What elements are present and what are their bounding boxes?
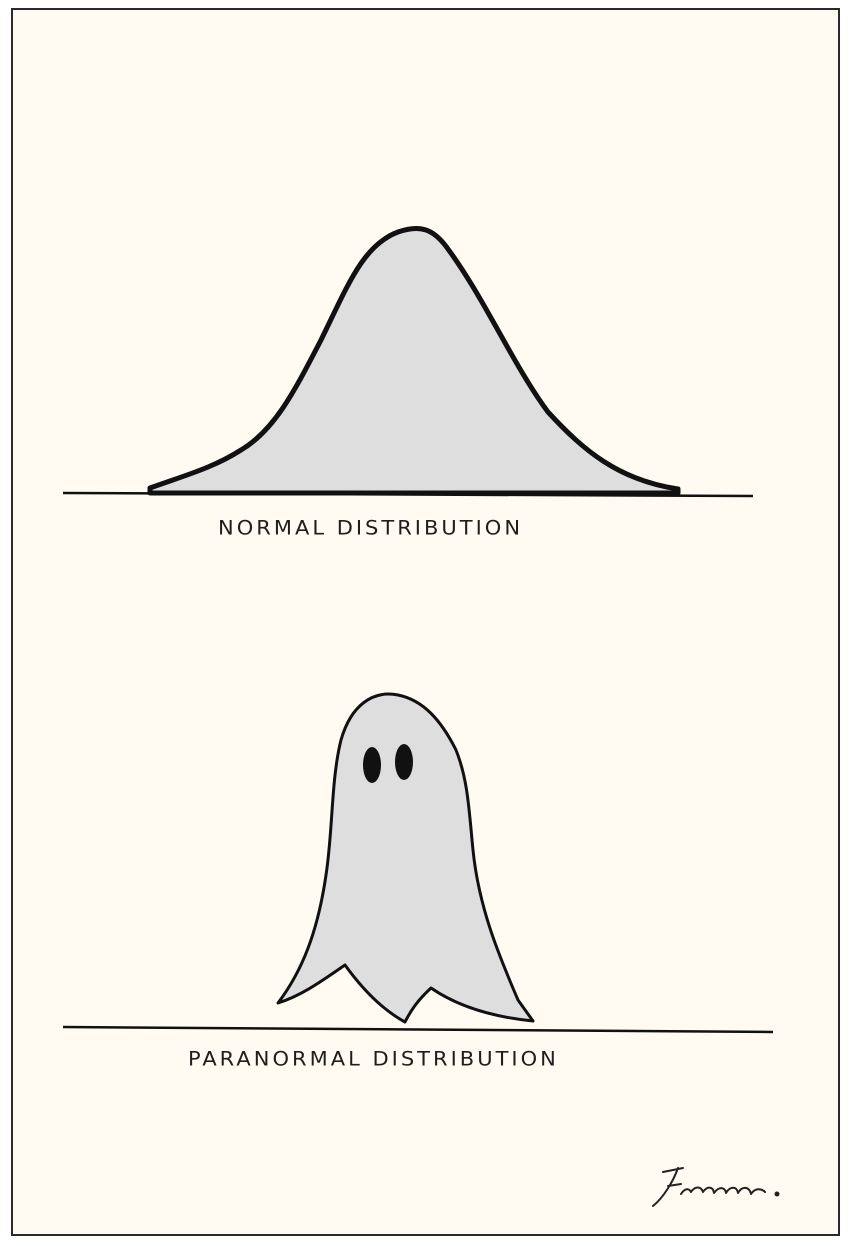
signature: [652, 1167, 780, 1207]
ghost-left-eye: [363, 747, 381, 783]
normal-distribution-caption: NORMAL DISTRIBUTION: [218, 516, 524, 540]
paranormal-distribution-caption: PARANORMAL DISTRIBUTION: [188, 1047, 559, 1071]
normal-baseline: [62, 491, 754, 498]
ghost: [276, 692, 535, 1024]
paranormal-baseline: [62, 1025, 774, 1034]
ghost-right-eye: [395, 744, 413, 780]
cartoon-panel: NORMAL DISTRIBUTION PARANORMAL DISTRIBUT…: [11, 8, 840, 1236]
bell-curve: [147, 226, 681, 496]
cartoon-drawing: [62, 226, 780, 1207]
